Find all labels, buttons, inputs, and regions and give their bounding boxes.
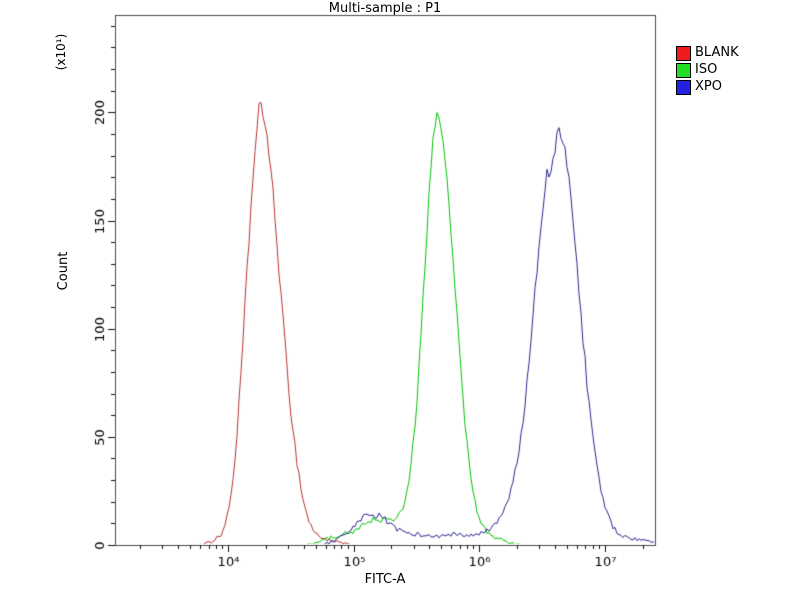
- legend-item-xpo: XPO: [676, 79, 739, 95]
- y-axis-unit-label: (x10¹): [54, 33, 68, 71]
- legend-swatch-iso: [676, 62, 691, 78]
- chart-title: Multi-sample : P1: [328, 1, 442, 16]
- y-axis-label: Count: [56, 251, 71, 291]
- legend-item-blank: BLANK: [676, 45, 739, 61]
- x-axis-label: FITC-A: [364, 572, 406, 587]
- legend-label-blank: BLANK: [695, 45, 739, 60]
- legend-item-iso: ISO: [676, 62, 739, 78]
- legend-swatch-xpo: [676, 79, 691, 95]
- legend-swatch-blank: [676, 45, 691, 61]
- legend-label-xpo: XPO: [695, 79, 722, 94]
- legend-label-iso: ISO: [695, 62, 718, 77]
- legend: BLANK ISO XPO: [676, 45, 739, 97]
